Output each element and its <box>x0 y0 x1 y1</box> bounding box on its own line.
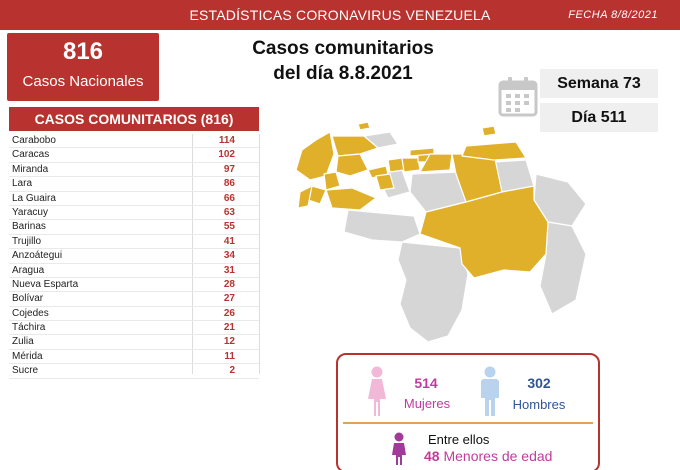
state-cases: 97 <box>223 163 235 175</box>
state-cases: 86 <box>223 178 235 190</box>
map-state-bolivar <box>419 185 549 279</box>
state-name: Nueva Esparta <box>12 278 79 290</box>
state-cases: 21 <box>223 322 235 334</box>
table-row: Lara 86 <box>9 177 259 192</box>
minors-intro: Entre ellos <box>428 432 490 447</box>
venezuela-map <box>295 121 587 343</box>
calendar-icon <box>498 77 538 117</box>
table-row: Cojedes 26 <box>9 307 259 322</box>
table-row: Miranda 97 <box>9 163 259 178</box>
minors-count: 48 <box>424 448 440 464</box>
week-number: Semana 73 <box>540 69 658 98</box>
state-name: Táchira <box>12 322 46 334</box>
map-state-nueva-esparta <box>481 125 497 137</box>
table-row: La Guaira 66 <box>9 192 259 206</box>
table-row: Táchira 21 <box>9 321 259 336</box>
state-name: Lara <box>12 178 33 190</box>
men-count: 302 <box>527 375 551 391</box>
map-state-zulia <box>295 131 335 181</box>
day-number: Día 511 <box>540 103 658 132</box>
women-count: 514 <box>414 375 438 391</box>
header-title: ESTADÍSTICAS CORONAVIRUS VENEZUELA <box>189 7 491 23</box>
state-name: Zulia <box>12 336 34 348</box>
national-cases-count: 816 <box>62 38 104 65</box>
minors-line: 48 Menores de edad <box>424 448 552 464</box>
map-state-tachira <box>297 185 313 209</box>
map-state-miranda <box>419 153 453 173</box>
column-divider <box>192 134 193 374</box>
national-cases-box: 816 Casos Nacionales <box>7 33 159 101</box>
state-cases-table: Carabobo 114 Caracas 102 Miranda 97 Lara 86 … <box>9 134 259 379</box>
state-cases: 34 <box>223 250 235 262</box>
header-bar <box>0 0 680 30</box>
state-name: Trujillo <box>12 235 42 247</box>
state-cases: 27 <box>223 293 235 305</box>
gender-divider <box>343 422 593 424</box>
state-name: Carabobo <box>12 135 56 146</box>
state-name: Barinas <box>12 221 46 233</box>
state-cases: 102 <box>218 149 235 161</box>
state-name: Aragua <box>12 264 45 276</box>
map-state-sucre <box>461 141 527 161</box>
state-cases: 55 <box>223 221 235 233</box>
minors-label: Menores de edad <box>443 448 553 464</box>
map-state-guayana-east <box>539 221 587 315</box>
state-name: Miranda <box>12 163 49 175</box>
table-row: Mérida 11 <box>9 350 259 365</box>
table-row: Trujillo 41 <box>9 235 259 250</box>
state-name: Anzoátegui <box>12 250 63 262</box>
female-icon <box>368 366 386 416</box>
map-state-apure <box>343 209 421 243</box>
column-divider <box>259 134 260 374</box>
men-label: Hombres <box>512 397 566 412</box>
table-row: Aragua 31 <box>9 264 259 278</box>
state-cases: 11 <box>224 350 235 362</box>
table-row: Nueva Esparta 28 <box>9 278 259 293</box>
map-state-amazonas <box>397 241 469 343</box>
state-name: Yaracuy <box>12 206 48 218</box>
state-name: Sucre <box>12 365 39 377</box>
women-label: Mujeres <box>403 396 451 411</box>
state-name: Cojedes <box>12 307 49 319</box>
state-cases: 26 <box>223 307 235 319</box>
map-state-barinas <box>325 187 377 211</box>
page-title-line1: Casos comunitarios <box>252 38 434 59</box>
table-row: Anzoátegui 34 <box>9 249 259 264</box>
state-name: Caracas <box>12 149 50 161</box>
map-state-lara <box>335 153 369 177</box>
state-cases: 66 <box>223 192 235 204</box>
table-header: CASOS COMUNITARIOS (816) <box>9 107 259 131</box>
map-island <box>357 121 371 131</box>
national-cases-label: Casos Nacionales <box>22 73 144 90</box>
state-cases: 63 <box>223 206 235 218</box>
table-row: Caracas 102 <box>9 148 259 163</box>
table-row: Sucre 2 <box>9 364 259 379</box>
page-title: Casos comunitarios del día 8.8.2021 <box>220 36 466 86</box>
minor-icon <box>392 432 406 465</box>
table-row: Carabobo 114 <box>9 134 259 149</box>
state-cases: 12 <box>223 336 235 348</box>
map-state-cojedes <box>375 173 395 191</box>
state-cases: 41 <box>223 235 235 247</box>
state-name: La Guaira <box>12 192 56 204</box>
state-cases: 114 <box>218 135 235 146</box>
map-state-carabobo <box>387 157 405 173</box>
map-state-trujillo <box>323 171 341 191</box>
table-row: Barinas 55 <box>9 220 259 235</box>
table-row: Zulia 12 <box>9 335 259 350</box>
header-date: FECHA 8/8/2021 <box>568 9 658 21</box>
male-icon <box>481 366 499 416</box>
page-title-line2: del día 8.8.2021 <box>273 63 413 84</box>
map-state-aragua <box>401 157 421 173</box>
state-cases: 28 <box>223 278 235 290</box>
map-state-falcon <box>331 135 379 157</box>
table-row: Bolívar 27 <box>9 292 259 307</box>
state-cases: 31 <box>223 264 235 276</box>
state-name: Mérida <box>12 350 43 362</box>
state-cases: 2 <box>229 365 235 377</box>
state-name: Bolívar <box>12 293 44 305</box>
table-row: Yaracuy 63 <box>9 206 259 221</box>
